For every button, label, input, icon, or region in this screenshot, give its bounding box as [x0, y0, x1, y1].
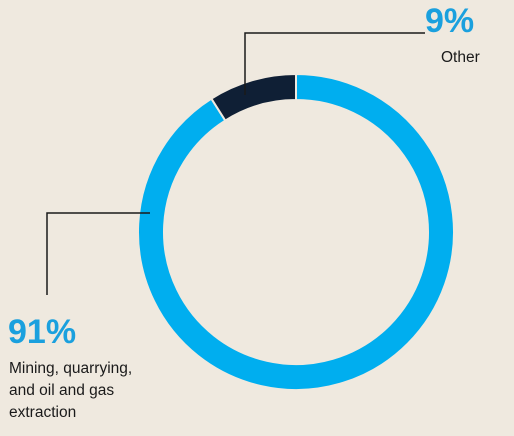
mining-label: Mining, quarrying, and oil and gas extra…	[9, 360, 133, 421]
other-label: Other	[441, 49, 480, 66]
mining-percentage: 91%	[8, 313, 77, 351]
leader-line-other	[244, 32, 425, 95]
donut-slice-mining-quarrying-and-oil-and-gas-extraction	[137, 72, 455, 391]
other-percentage: 9%	[425, 2, 475, 40]
donut-slices	[137, 72, 455, 391]
leader-line-mining	[46, 212, 150, 295]
donut-slice-other	[209, 72, 297, 122]
